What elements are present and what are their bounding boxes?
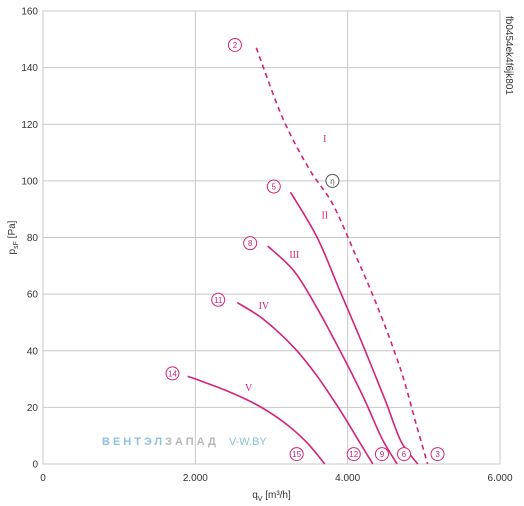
point-marker-label: 2 [233,41,238,50]
y-tick-label: 160 [21,7,38,18]
series-label-I: I [323,134,326,145]
curve-V [187,375,326,465]
y-tick-label: 120 [21,120,38,131]
x-tick-label: 2.000 [183,473,208,484]
watermark-text: ВЕНТЭЛЗАПАД V-W.BY [102,436,267,448]
point-marker-label: 12 [349,450,358,459]
x-tick-label: 4.000 [335,473,360,484]
y-tick-label: 20 [27,403,39,414]
curve-IV [236,301,374,465]
y-axis-label: psF [Pa] [7,220,20,254]
curve-I [255,47,429,465]
y-tick-label: 140 [21,63,38,74]
point-marker-6: 6 [397,447,412,462]
point-marker-label: 14 [168,369,177,378]
grid [42,10,501,465]
point-marker-η: η [325,173,340,188]
x-tick-label: 6.000 [487,473,512,484]
point-marker-label: 11 [214,296,223,305]
point-marker-label: 6 [402,450,407,459]
point-marker-14: 14 [165,366,180,381]
series-label-V: V [245,383,253,394]
y-tick-label: 100 [21,176,38,187]
x-axis-label: qV [m³/h] [252,490,291,503]
point-marker-11: 11 [211,292,226,307]
point-markers: 2 5 8 11 14 15 12 9 6 3 η [165,37,445,462]
point-marker-label: 15 [292,450,301,459]
series-label-III: III [289,250,299,261]
point-marker-9: 9 [374,447,389,462]
axes: 0 20 40 60 80 100 120 140 160 0 2.000 4.000 6.000 qV … [7,7,514,504]
series-label-II: II [321,210,328,221]
point-marker-2: 2 [227,37,242,52]
point-marker-5: 5 [266,179,281,194]
point-marker-8: 8 [243,236,258,251]
series-label-IV: IV [259,301,270,312]
y-tick-label: 40 [27,346,39,357]
curves [187,47,429,465]
point-marker-label: 3 [435,450,440,459]
point-marker-label: 8 [248,239,253,248]
curve-II [289,191,419,465]
figure-code: fb0454ek4f6jk801 [503,16,514,95]
curve-III [267,245,398,465]
point-marker-label: 9 [380,450,385,459]
point-marker-label: η [330,177,334,186]
y-tick-label: 0 [32,460,38,471]
y-tick-label: 80 [27,233,39,244]
point-marker-label: 5 [272,183,277,192]
point-marker-3: 3 [430,447,445,462]
x-tick-label: 0 [40,473,46,484]
point-marker-12: 12 [346,447,361,462]
y-tick-label: 60 [27,290,39,301]
watermark: ВЕНТЭЛЗАПАД V-W.BY [102,436,267,448]
point-marker-15: 15 [289,447,304,462]
